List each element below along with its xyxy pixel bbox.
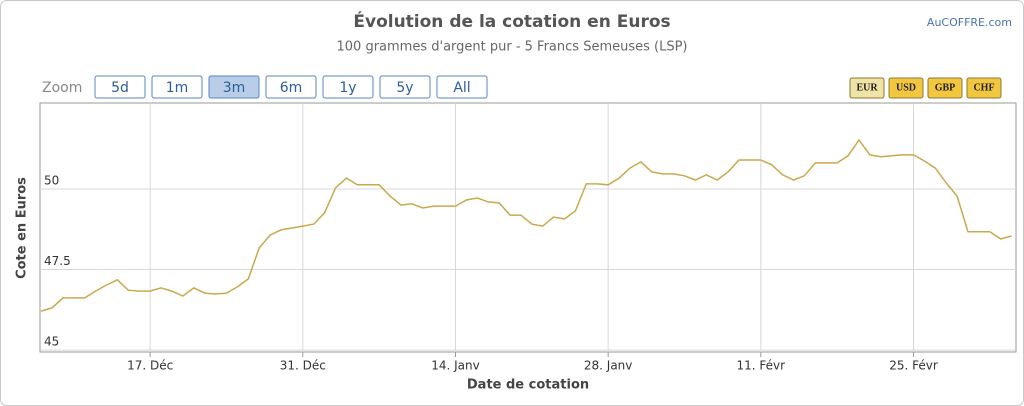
x-tick-label: 11. Févr [737, 359, 786, 373]
x-tick-label: 17. Déc [127, 359, 173, 373]
currency-button-label[interactable]: EUR [856, 82, 878, 93]
y-tick-label: 50 [44, 174, 59, 188]
zoom-button-label[interactable]: 5d [111, 80, 129, 96]
plot-area [39, 102, 1017, 353]
zoom-button[interactable] [265, 75, 317, 99]
line-series [40, 138, 1012, 312]
zoom-button[interactable] [151, 75, 203, 99]
currency-button-label[interactable]: USD [896, 82, 916, 93]
currency-button[interactable] [966, 77, 1002, 99]
x-tick-label: 31. Déc [280, 359, 326, 373]
zoom-button-label[interactable]: 1m [166, 80, 189, 96]
zoom-button[interactable] [436, 75, 488, 99]
x-tick-label: 14. Janv [431, 359, 480, 373]
chart-subtitle: 100 grammes d'argent pur - 5 Francs Seme… [337, 40, 688, 55]
y-tick-label: 45 [44, 335, 59, 349]
zoom-button-label[interactable]: All [453, 80, 470, 96]
chart-title: Évolution de la cotation en Euros [353, 10, 670, 32]
x-tick-label: 28. Janv [584, 359, 633, 373]
zoom-button[interactable] [208, 75, 260, 99]
y-axis-title: Cote en Euros [15, 177, 30, 279]
currency-button-label[interactable]: CHF [973, 82, 994, 93]
zoom-label: Zoom [42, 80, 82, 96]
currency-button[interactable] [849, 77, 885, 99]
zoom-button-label[interactable]: 5y [396, 80, 413, 96]
x-tick-label: 25. Févr [889, 359, 938, 373]
zoom-button-label[interactable]: 1y [339, 80, 356, 96]
zoom-button-label[interactable]: 6m [280, 80, 303, 96]
zoom-button[interactable] [322, 75, 374, 99]
zoom-button[interactable] [379, 75, 431, 99]
x-axis-title: Date de cotation [467, 378, 589, 393]
currency-button[interactable] [927, 77, 963, 99]
y-tick-label: 47.5 [44, 254, 71, 268]
currency-button[interactable] [888, 77, 924, 99]
zoom-button[interactable] [94, 75, 146, 99]
credit[interactable]: AuCOFFRE.com [927, 16, 1012, 29]
currency-button-label[interactable]: GBP [935, 82, 956, 93]
zoom-button-label[interactable]: 3m [223, 80, 246, 96]
